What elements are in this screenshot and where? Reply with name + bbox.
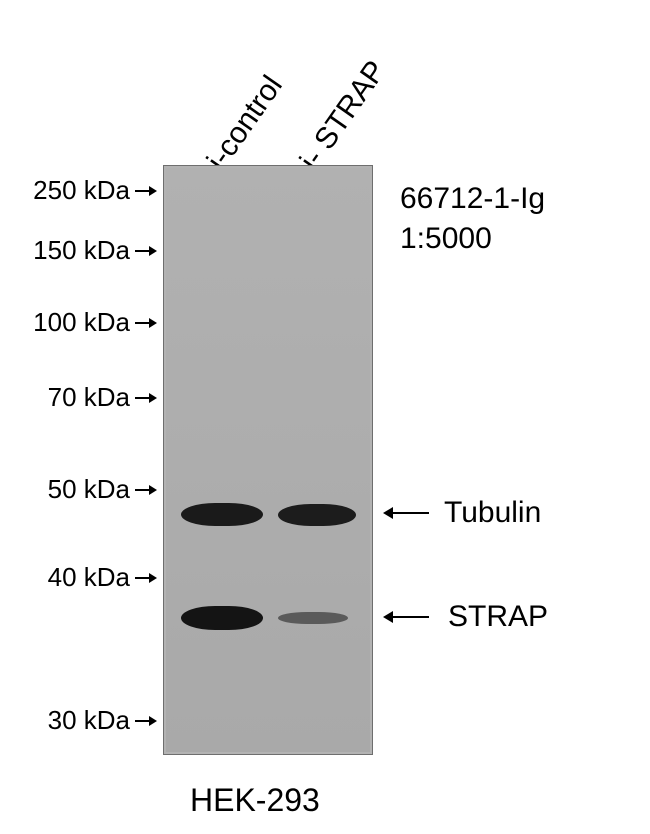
band-strap-lane2 [278, 612, 348, 624]
label-strap: STRAP [448, 600, 548, 634]
blot-membrane [166, 168, 370, 752]
mw-100: 100 kDa [0, 307, 130, 338]
mw-arrow-100 [135, 322, 155, 324]
mw-arrow-30 [135, 720, 155, 722]
label-tubulin: Tubulin [444, 496, 541, 530]
western-blot [163, 165, 373, 755]
band-strap-lane1 [181, 606, 263, 630]
watermark: WWW.PTGLAB.COM [10, 200, 45, 680]
mw-arrow-40 [135, 577, 155, 579]
antibody-dilution: 1:5000 [400, 222, 492, 256]
arrow-tubulin [385, 512, 429, 514]
mw-70: 70 kDa [0, 382, 130, 413]
band-tubulin-lane1 [181, 503, 263, 526]
antibody-id: 66712-1-Ig [400, 182, 545, 216]
mw-250: 250 kDa [0, 175, 130, 206]
mw-arrow-250 [135, 190, 155, 192]
mw-50: 50 kDa [0, 474, 130, 505]
mw-150: 150 kDa [0, 235, 130, 266]
mw-30: 30 kDa [0, 705, 130, 736]
arrow-strap [385, 616, 429, 618]
mw-40: 40 kDa [0, 562, 130, 593]
mw-arrow-70 [135, 397, 155, 399]
mw-arrow-50 [135, 489, 155, 491]
mw-arrow-150 [135, 250, 155, 252]
band-tubulin-lane2 [278, 504, 356, 526]
cell-line: HEK-293 [190, 782, 320, 819]
